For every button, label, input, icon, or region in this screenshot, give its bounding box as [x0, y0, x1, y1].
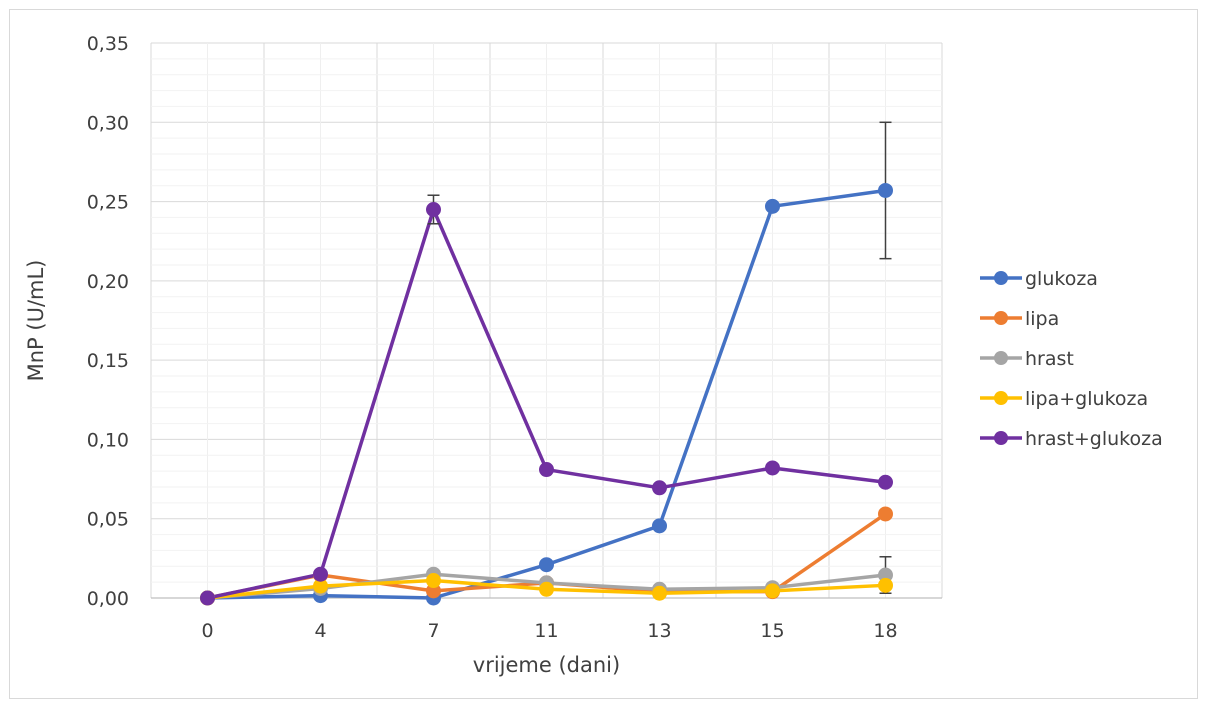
- y-tick-label: 0,05: [87, 509, 129, 531]
- legend-marker: [994, 351, 1008, 365]
- data-point: [313, 566, 328, 582]
- data-point: [539, 462, 554, 478]
- data-point: [878, 474, 893, 490]
- x-tick-label: 11: [534, 620, 558, 642]
- data-point: [765, 198, 780, 214]
- data-point: [878, 182, 893, 198]
- data-point: [652, 480, 667, 496]
- y-tick-label: 0,15: [87, 350, 129, 372]
- x-tick-label: 13: [647, 620, 671, 642]
- legend-marker: [994, 431, 1008, 445]
- x-tick-label: 4: [314, 620, 326, 642]
- y-tick-label: 0,30: [87, 112, 129, 134]
- y-tick-label: 0,35: [87, 33, 129, 55]
- legend-marker: [994, 311, 1008, 325]
- legend-label: glukoza: [1025, 268, 1098, 290]
- legend-marker: [994, 271, 1008, 285]
- data-point: [539, 557, 554, 573]
- data-point: [878, 577, 893, 593]
- data-point: [652, 585, 667, 601]
- y-tick-label: 0,20: [87, 271, 129, 293]
- data-point: [652, 518, 667, 534]
- x-axis-title: vrijeme (dani): [473, 653, 620, 677]
- x-tick-label: 18: [873, 620, 897, 642]
- y-tick-label: 0,10: [87, 429, 129, 451]
- data-point: [878, 506, 893, 522]
- data-point: [539, 581, 554, 597]
- data-point: [765, 460, 780, 476]
- legend-marker: [994, 391, 1008, 405]
- data-point: [200, 590, 215, 606]
- x-tick-label: 0: [201, 620, 213, 642]
- data-point: [426, 573, 441, 589]
- legend-label: lipa: [1025, 308, 1059, 330]
- legend-label: hrast: [1025, 348, 1074, 370]
- x-tick-label: 7: [427, 620, 439, 642]
- legend-label: lipa+glukoza: [1025, 388, 1148, 410]
- data-point: [426, 202, 441, 217]
- y-tick-label: 0,25: [87, 192, 129, 214]
- y-tick-label: 0,00: [87, 588, 129, 610]
- data-point: [765, 583, 780, 599]
- legend-label: hrast+glukoza: [1025, 428, 1163, 450]
- x-tick-label: 15: [760, 620, 784, 642]
- y-axis-title: MnP (U/mL): [24, 260, 48, 382]
